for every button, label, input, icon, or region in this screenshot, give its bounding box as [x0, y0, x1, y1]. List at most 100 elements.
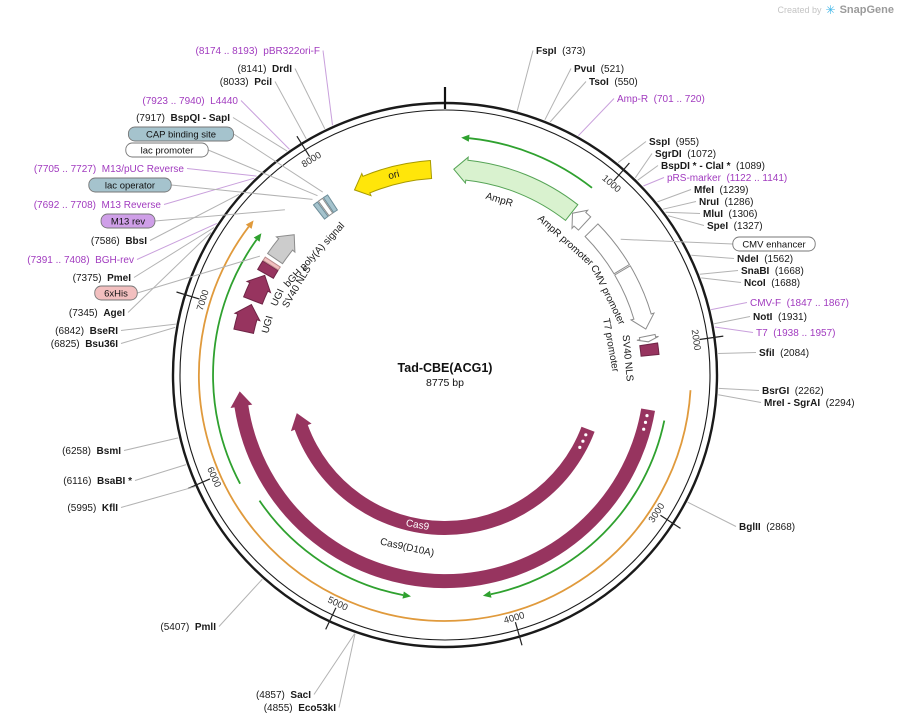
feature-box-m13-rev[interactable]: [100, 213, 156, 229]
callout-m13-puc-reverse: [186, 168, 257, 177]
feature-6xhis[interactable]: [262, 256, 281, 271]
site-label-pmei[interactable]: (7375) PmeI: [73, 273, 132, 284]
callout-bglii: [687, 501, 737, 527]
feature-ugi[interactable]: [233, 303, 261, 334]
feature-start-dots: [642, 427, 646, 431]
site-label-tsoi[interactable]: TsoI (550): [589, 77, 638, 88]
site-label-kfli[interactable]: (5995) KflI: [67, 503, 118, 514]
feature-cap-binding-site[interactable]: [322, 194, 339, 214]
site-label-pvui[interactable]: PvuI (521): [574, 64, 624, 75]
site-label-ndei[interactable]: NdeI (1562): [737, 254, 793, 265]
feature-ampr-promoter[interactable]: [571, 209, 592, 231]
site-label-cmv-f[interactable]: CMV-F (1847 .. 1867): [750, 298, 849, 309]
tick-label: 3000: [647, 501, 668, 525]
feature-box-lac-promoter[interactable]: [125, 142, 209, 158]
site-label-bglii[interactable]: BglII (2868): [739, 522, 795, 533]
orf-arrowhead: [402, 591, 411, 599]
site-label-bsrgi[interactable]: BsrGI (2262): [762, 386, 824, 397]
feature-ori[interactable]: [353, 159, 433, 197]
feature-box-lac-operator[interactable]: [88, 177, 172, 193]
site-label-m13-reverse[interactable]: (7692 .. 7708) M13 Reverse: [34, 200, 162, 211]
feature-label-ugi[interactable]: UGI: [260, 315, 275, 335]
feature-label-cas9-d10a[interactable]: Cas9(D10A): [379, 537, 435, 560]
site-label-spei[interactable]: SpeI (1327): [707, 221, 763, 232]
site-label-sgrdi[interactable]: SgrDI (1072): [655, 149, 716, 160]
callout-sspi: [617, 141, 647, 163]
callout-mrei-sgrai: [718, 394, 762, 403]
callout-bgh-rev: [136, 222, 218, 260]
site-label-bspdi-clai[interactable]: BspDI * - ClaI * (1089): [661, 161, 765, 172]
callout-spei: [667, 215, 705, 226]
watermark-created-by: Created by: [777, 5, 822, 15]
feature-cmv-promoter[interactable]: [614, 265, 655, 330]
orf-arrowhead: [245, 220, 254, 229]
site-label-mfei[interactable]: MfeI (1239): [694, 185, 748, 196]
feature-box-6xhis[interactable]: [94, 285, 138, 301]
callout-bsrgi: [718, 387, 760, 391]
site-label-l4440[interactable]: (7923 .. 7940) L4440: [142, 96, 238, 107]
callout-pmli: [218, 578, 263, 627]
site-label-nrui[interactable]: NruI (1286): [699, 197, 753, 208]
site-label-t7[interactable]: T7 (1938 .. 1957): [756, 328, 836, 339]
feature-ugi-2[interactable]: [242, 274, 272, 305]
site-label-fspi[interactable]: FspI (373): [536, 46, 585, 57]
tick-mark: [613, 162, 630, 182]
site-label-bsabi[interactable]: (6116) BsaBI *: [63, 476, 132, 487]
feature-lac-promoter[interactable]: [317, 197, 334, 217]
feature-t7-promoter[interactable]: [636, 333, 659, 343]
tick-mark: [325, 607, 337, 630]
site-label-sfii[interactable]: SfiI (2084): [759, 348, 809, 359]
plasmid-backbone-inner: [179, 109, 711, 641]
site-label-bseri[interactable]: (6842) BseRI: [55, 326, 118, 337]
site-label-pcii[interactable]: (8033) PciI: [220, 77, 272, 88]
site-label-pbr322ori-f[interactable]: (8174 .. 8193) pBR322ori-F: [195, 46, 320, 57]
callout-mlui: [665, 211, 701, 214]
site-label-bbsi[interactable]: (7586) BbsI: [91, 236, 147, 247]
site-label-pmli[interactable]: (5407) PmlI: [160, 622, 216, 633]
site-label-snabi[interactable]: SnaBI (1668): [741, 266, 804, 277]
site-label-mrei-sgrai[interactable]: MreI - SgrAI (2294): [764, 398, 855, 409]
site-label-drdi[interactable]: (8141) DrdI: [238, 64, 293, 75]
watermark: Created by ✳ SnapGene: [778, 4, 895, 16]
site-label-m13-puc-reverse[interactable]: (7705 .. 7727) M13/pUC Reverse: [34, 164, 185, 175]
callout-lac-operator: [171, 184, 313, 200]
site-label-eco53ki[interactable]: (4855) Eco53kI: [264, 703, 336, 714]
tick-mark: [514, 622, 523, 646]
feature-box-cmv-enhancer[interactable]: [732, 236, 816, 252]
feature-label-ampr[interactable]: AmpR: [484, 191, 514, 210]
feature-label-cas9[interactable]: Cas9: [405, 518, 430, 533]
tick-label: 8000: [300, 150, 324, 170]
site-label-mlui[interactable]: MluI (1306): [703, 209, 757, 220]
tick-mark: [296, 135, 311, 157]
site-label-bsmi[interactable]: (6258) BsmI: [62, 446, 121, 457]
callout-lac-promoter: [208, 149, 318, 197]
site-label-sspi[interactable]: SspI (955): [649, 137, 699, 148]
feature-label-bgh-poly-a-signal[interactable]: bGH poly(A) signal: [282, 221, 347, 290]
feature-sv40-nls-2[interactable]: [257, 260, 279, 279]
site-label-saci[interactable]: (4857) SacI: [256, 690, 311, 701]
feature-label-ori[interactable]: ori: [387, 169, 401, 182]
callout-pbr322ori-f: [322, 50, 333, 126]
feature-ampr[interactable]: [453, 156, 579, 222]
site-label-prs-marker[interactable]: pRS-marker (1122 .. 1141): [667, 173, 787, 184]
feature-lac-operator[interactable]: [312, 201, 329, 220]
feature-label-sv40-nls[interactable]: SV40 NLS: [620, 334, 635, 382]
feature-box-label-lac-operator: lac operator: [105, 180, 155, 191]
feature-cas9[interactable]: [290, 413, 595, 535]
callout-fspi: [516, 50, 534, 111]
feature-box-cap-binding-site[interactable]: [127, 126, 235, 142]
feature-cas9-d10a[interactable]: [230, 391, 656, 589]
site-label-bsu36i[interactable]: (6825) Bsu36I: [51, 339, 118, 350]
site-label-bgh-rev[interactable]: (7391 .. 7408) BGH-rev: [27, 255, 134, 266]
site-label-noti[interactable]: NotI (1931): [753, 312, 807, 323]
feature-box-label-6xhis: 6xHis: [104, 288, 128, 299]
site-label-amp-r[interactable]: Amp-R (701 .. 720): [617, 94, 705, 105]
feature-sv40-nls[interactable]: [639, 342, 660, 357]
feature-bgh-poly-a-signal[interactable]: [266, 234, 296, 265]
site-label-bspqi-sapi[interactable]: (7917) BspQI - SapI: [136, 113, 230, 124]
site-label-ncoi[interactable]: NcoI (1688): [744, 278, 800, 289]
callout-bspqi-sapi: [232, 117, 288, 152]
feature-cmv-enhancer[interactable]: [584, 223, 631, 275]
site-label-agei[interactable]: (7345) AgeI: [69, 308, 125, 319]
orf-arrow: [212, 239, 258, 485]
